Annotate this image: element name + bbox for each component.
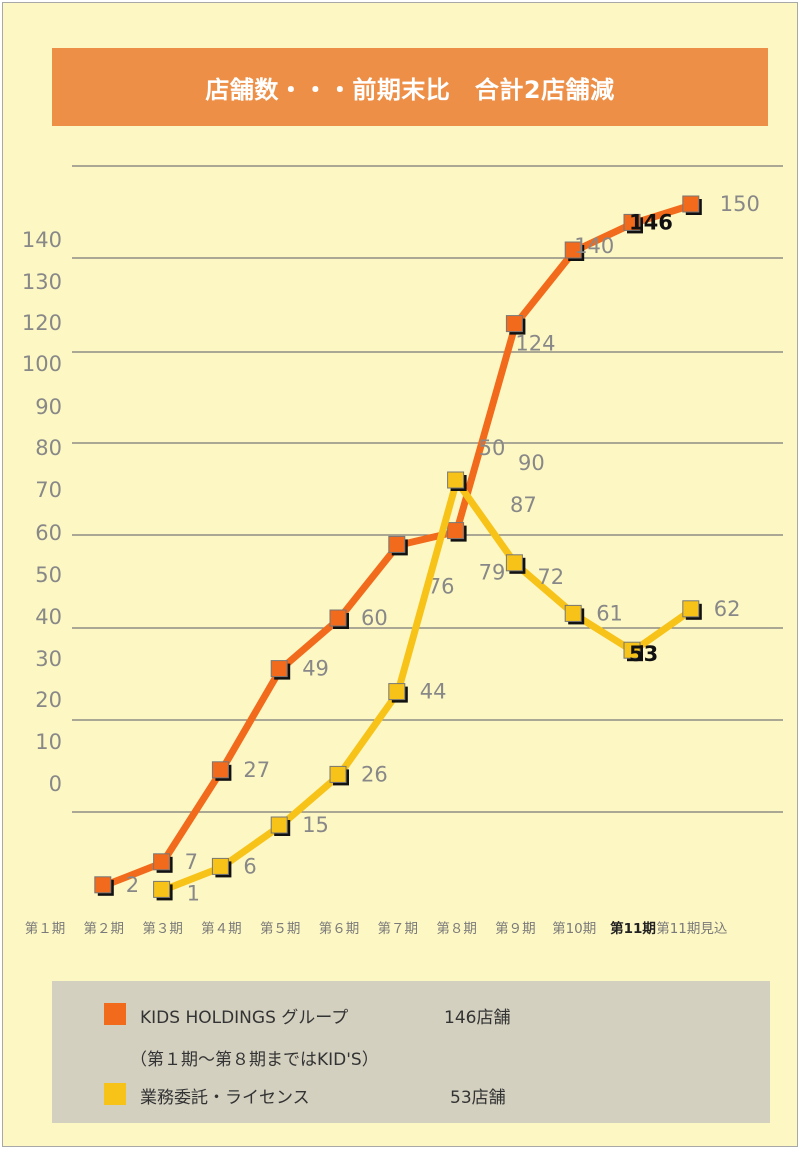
legend-swatch-license [104, 1083, 126, 1105]
data-label: 1 [187, 881, 200, 905]
data-marker [270, 660, 288, 678]
y-tick-label: 40 [35, 605, 62, 629]
data-marker [505, 554, 523, 572]
legend-label-license: 業務委託・ライセンス [140, 1088, 310, 1108]
y-tick-label: 140 [22, 228, 62, 252]
data-label: 26 [361, 762, 388, 786]
y-tick-label: 70 [35, 478, 62, 502]
x-tick-label: 第10期 [552, 920, 596, 937]
data-label-extra: 87 [510, 493, 537, 517]
data-label: 49 [302, 657, 329, 681]
data-marker [564, 604, 582, 622]
legend-value-kids-holdings: 146店舗 [444, 1008, 511, 1028]
data-marker [153, 853, 171, 871]
data-marker [329, 765, 347, 783]
legend-label-kids-holdings: KIDS HOLDINGS グループ [140, 1008, 349, 1028]
data-marker [329, 609, 347, 627]
x-tick-label: 第８期 [436, 920, 477, 937]
data-marker [623, 641, 641, 659]
x-tick-label: 第６期 [319, 920, 360, 937]
data-marker [94, 876, 112, 894]
chart-title: 店舗数・・・前期末比 合計2店舗減 [52, 48, 768, 126]
y-tick-label: 100 [22, 352, 62, 376]
series-line-1 [159, 477, 696, 894]
y-tick-label: 10 [35, 730, 62, 754]
data-marker [682, 195, 700, 213]
y-tick-label: 50 [35, 563, 62, 587]
data-label-extra: 90 [518, 451, 545, 475]
data-label: 53 [629, 642, 658, 666]
y-tick-label: 20 [35, 688, 62, 712]
y-tick-label: 130 [22, 270, 62, 294]
x-tick-label: 第１期 [25, 920, 66, 937]
y-tick-label: 0 [49, 772, 62, 796]
data-marker [505, 315, 523, 333]
legend: KIDS HOLDINGS グループ 146店舗 （第１期〜第８期まではKID'… [52, 981, 770, 1123]
data-marker [388, 683, 406, 701]
y-tick-label: 90 [35, 395, 62, 419]
data-label: 7 [185, 850, 198, 874]
data-marker [447, 522, 465, 540]
data-label: 140 [574, 234, 614, 258]
data-marker [388, 535, 406, 553]
data-label: 61 [596, 601, 623, 625]
data-marker [447, 471, 465, 489]
data-label: 15 [302, 813, 329, 837]
x-tick-label: 第７期 [378, 920, 419, 937]
data-label: 50 [479, 436, 506, 460]
x-tick-label: 第３期 [142, 920, 183, 937]
legend-note-kids: （第１期〜第８期まではKID'S） [130, 1050, 379, 1070]
data-marker [623, 213, 641, 231]
legend-swatch-kids-holdings [104, 1003, 126, 1025]
data-marker [682, 600, 700, 618]
data-label: 60 [361, 606, 388, 630]
data-marker [211, 761, 229, 779]
data-label: 44 [420, 680, 447, 704]
y-tick-label: 80 [35, 436, 62, 460]
x-tick-label: 第５期 [260, 920, 301, 937]
data-marker [270, 816, 288, 834]
x-tick-label: 第11期見込 [656, 920, 728, 937]
x-tick-label: 第９期 [495, 920, 536, 937]
data-marker [211, 857, 229, 875]
y-tick-label: 120 [22, 311, 62, 335]
x-tick-label: 第２期 [84, 920, 125, 937]
x-tick-label: 第４期 [201, 920, 242, 937]
x-tick-label: 第11期 [610, 920, 656, 937]
y-tick-label: 60 [35, 521, 62, 545]
data-marker [564, 241, 582, 259]
data-label: 62 [714, 597, 741, 621]
data-label: 72 [537, 565, 564, 589]
data-label: 124 [515, 332, 555, 356]
legend-value-license: 53店舗 [450, 1088, 506, 1108]
data-label: 2 [126, 873, 139, 897]
data-marker [153, 880, 171, 898]
data-label: 150 [720, 192, 760, 216]
data-label: 27 [243, 758, 270, 782]
y-tick-label: 30 [35, 647, 62, 671]
data-label: 146 [629, 210, 673, 234]
data-label: 6 [243, 854, 256, 878]
data-label: 79 [479, 561, 506, 585]
